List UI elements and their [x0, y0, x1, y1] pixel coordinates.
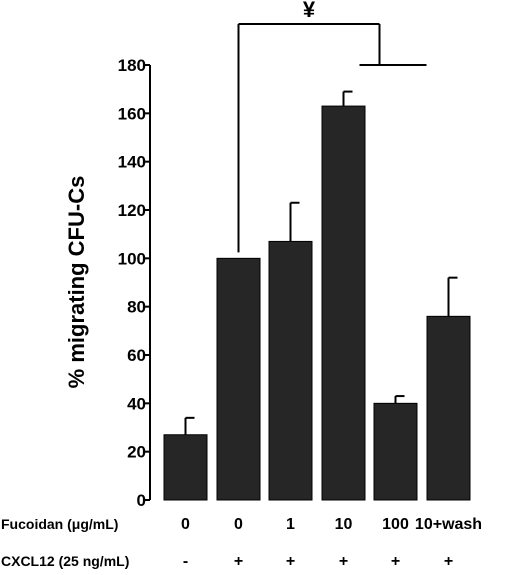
condition-label: 100	[382, 516, 409, 533]
y-tick-label: 20	[127, 443, 146, 462]
condition-label: 10	[335, 516, 353, 533]
condition-label: 1	[286, 516, 295, 533]
significance-symbol: ¥	[303, 0, 316, 22]
condition-label: +	[444, 553, 453, 570]
condition-label: -	[183, 553, 188, 570]
error-bars	[184, 90, 458, 435]
row-label: CXCL12 (25 ng/mL)	[1, 553, 129, 569]
significance-bracket: ¥	[237, 0, 427, 253]
y-tick-label: 160	[118, 104, 146, 123]
y-tick-label: 60	[127, 346, 146, 365]
y-tick-label: 180	[118, 56, 146, 75]
y-axis: 0 20 40 60 80 100 120 140 160 180	[118, 56, 151, 510]
condition-label: +	[234, 553, 243, 570]
y-tick-label: 80	[127, 298, 146, 317]
y-tick-label: 120	[118, 201, 146, 220]
condition-label: +	[286, 553, 295, 570]
bars	[163, 105, 471, 501]
y-tick-label: 100	[118, 249, 146, 268]
row-label: Fucoidan (μg/mL)	[1, 516, 118, 532]
bar	[268, 240, 313, 501]
y-tick-label: 40	[127, 394, 146, 413]
condition-label: +	[391, 553, 400, 570]
bar	[373, 402, 418, 501]
y-axis-label: % migrating CFU-Cs	[64, 176, 89, 389]
y-tick-label: 0	[137, 491, 146, 510]
bar	[163, 434, 208, 501]
condition-table: Fucoidan (μg/mL) 0 0 1 10 100 10+wash CXCL12 (2…	[1, 516, 482, 570]
bar	[321, 105, 366, 501]
bar	[426, 315, 471, 501]
condition-label: 0	[234, 516, 243, 533]
condition-label: 10+wash	[415, 516, 482, 533]
condition-label: +	[339, 553, 348, 570]
bar	[216, 257, 261, 501]
condition-label: 0	[181, 516, 190, 533]
y-tick-label: 140	[118, 153, 146, 172]
